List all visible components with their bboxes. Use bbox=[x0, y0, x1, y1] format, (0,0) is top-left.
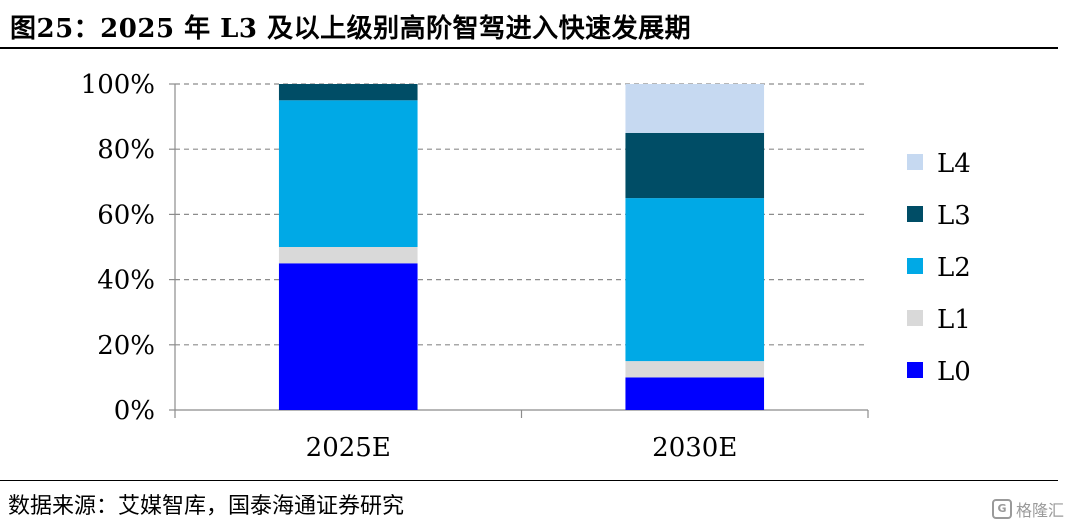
y-tick-label: 100% bbox=[81, 70, 155, 100]
bar-segment-l0-2025e bbox=[278, 263, 418, 410]
y-tick-label: 80% bbox=[97, 135, 155, 165]
legend-swatch-l2 bbox=[907, 258, 923, 274]
legend-swatch-l0 bbox=[907, 362, 923, 378]
figure-title: 图25：2025 年 L3 及以上级别高阶智驾进入快速发展期 bbox=[10, 14, 692, 44]
bar-segment-l1-2030e bbox=[625, 361, 765, 378]
bar-segment-l3-2030e bbox=[625, 132, 765, 199]
legend-swatch-l3 bbox=[907, 206, 923, 222]
legend-label-l2: L2 bbox=[937, 253, 971, 283]
y-tick-label: 60% bbox=[97, 200, 155, 230]
bar-segment-l2-2030e bbox=[625, 198, 765, 362]
bar-segment-l3-2025e bbox=[278, 84, 418, 101]
legend-label-l0: L0 bbox=[937, 357, 971, 387]
x-tick-label: 2030E bbox=[652, 433, 737, 463]
bar-segment-l1-2025e bbox=[278, 247, 418, 264]
stacked-bar-chart: 0% 20% 40% 60% 80% 100% 2025E 2030E L4 L3 L2 L1 L0 bbox=[81, 70, 971, 463]
legend-label-l4: L4 bbox=[937, 149, 971, 179]
watermark-text: 格隆汇 bbox=[1015, 501, 1064, 520]
title-divider bbox=[0, 47, 1058, 49]
figure-source: 数据来源：艾媒智库，国泰海通证券研究 bbox=[8, 494, 405, 519]
legend: L4 L3 L2 L1 L0 bbox=[907, 149, 971, 387]
y-tick-label: 40% bbox=[97, 266, 155, 296]
bar-segment-l0-2030e bbox=[625, 377, 765, 410]
bars bbox=[278, 84, 765, 410]
bar-segment-l2-2025e bbox=[278, 100, 418, 247]
watermark: G 格隆汇 bbox=[991, 497, 1064, 521]
x-tick-label: 2025E bbox=[306, 433, 391, 463]
watermark-logo-icon: G bbox=[991, 499, 1012, 519]
source-divider bbox=[0, 480, 1058, 481]
legend-label-l3: L3 bbox=[937, 201, 971, 231]
bar-segment-l4-2030e bbox=[625, 84, 765, 133]
y-tick-label: 0% bbox=[114, 396, 155, 426]
y-tick-labels: 0% 20% 40% 60% 80% 100% bbox=[81, 70, 155, 426]
x-tick-labels: 2025E 2030E bbox=[306, 433, 738, 463]
y-tick-label: 20% bbox=[97, 331, 155, 361]
legend-swatch-l4 bbox=[907, 154, 923, 170]
legend-label-l1: L1 bbox=[937, 305, 971, 335]
legend-swatch-l1 bbox=[907, 310, 923, 326]
